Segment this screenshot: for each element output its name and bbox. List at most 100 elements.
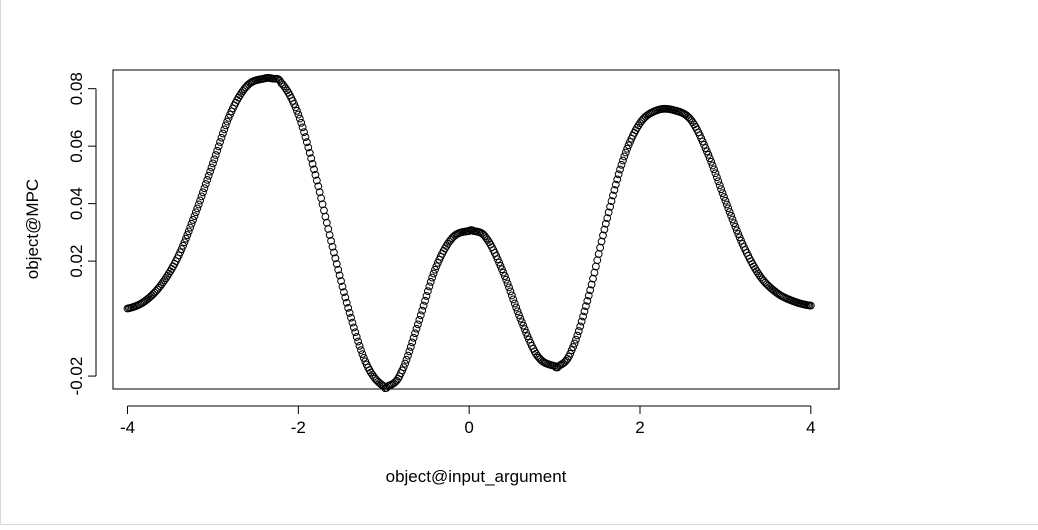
- data-point: [330, 248, 338, 257]
- data-point: [191, 208, 200, 217]
- y-tick-label: -0.02: [67, 357, 86, 396]
- data-point: [499, 268, 508, 277]
- data-point: [237, 89, 246, 97]
- data-point: [203, 176, 212, 184]
- data-point: [500, 272, 509, 280]
- data-point: [423, 287, 432, 296]
- data-point: [535, 353, 543, 362]
- data-point: [617, 160, 626, 169]
- data-point: [634, 121, 643, 130]
- data-point: [519, 321, 528, 330]
- data-point: [297, 118, 306, 127]
- data-point: [418, 306, 427, 315]
- data-point: [206, 167, 214, 176]
- data-point: [334, 265, 343, 274]
- data-point: [291, 103, 300, 112]
- data-point: [610, 186, 619, 194]
- data-point: [562, 356, 570, 365]
- data-point: [320, 206, 328, 215]
- data-point: [582, 302, 590, 311]
- data-point: [190, 212, 199, 221]
- data-point: [683, 111, 691, 120]
- data-point: [351, 328, 360, 337]
- data-point: [522, 328, 531, 337]
- data-point: [293, 106, 301, 115]
- data-point: [357, 346, 365, 355]
- data-point: [300, 128, 308, 137]
- data-point: [576, 322, 585, 331]
- data-point: [201, 180, 210, 188]
- data-point: [431, 265, 439, 274]
- data-point: [721, 196, 730, 205]
- data-point: [732, 226, 741, 235]
- data-point: [754, 269, 763, 278]
- data-point: [505, 283, 513, 292]
- data-point: [425, 282, 434, 291]
- data-point: [731, 222, 740, 231]
- data-point: [181, 234, 190, 243]
- data-point: [725, 208, 734, 216]
- data-point: [184, 227, 193, 236]
- data-point: [720, 193, 728, 201]
- data-point: [577, 317, 586, 326]
- data-point: [411, 329, 419, 338]
- y-axis-label: object@MPC: [23, 179, 42, 279]
- data-point: [345, 308, 354, 317]
- data-point: [197, 192, 206, 201]
- data-point: [295, 114, 304, 123]
- data-point: [502, 275, 511, 284]
- data-point: [338, 282, 347, 291]
- data-point: [727, 211, 735, 220]
- x-axis-label: object@input_argument: [386, 467, 567, 486]
- data-point: [325, 231, 334, 239]
- data-point: [532, 349, 540, 358]
- data-point: [308, 159, 317, 168]
- data-point: [428, 273, 437, 282]
- data-point: [224, 114, 233, 122]
- data-point: [196, 196, 205, 205]
- data-point: [426, 278, 435, 286]
- data-point: [402, 355, 411, 364]
- data-point: [217, 133, 226, 142]
- data-point: [579, 312, 587, 321]
- data-point: [762, 280, 771, 289]
- data-point: [601, 219, 610, 228]
- data-point: [324, 225, 333, 233]
- data-point: [204, 171, 213, 180]
- data-point: [399, 363, 408, 372]
- data-point: [349, 323, 358, 332]
- data-point: [414, 320, 422, 329]
- data-point: [186, 223, 195, 232]
- y-tick-label: 0.04: [67, 187, 86, 220]
- data-point: [146, 292, 155, 301]
- data-point: [342, 298, 351, 307]
- data-point: [305, 148, 314, 157]
- data-point: [302, 138, 311, 147]
- data-point: [512, 303, 521, 312]
- data-point: [569, 343, 577, 351]
- data-point: [312, 176, 321, 185]
- data-point: [707, 157, 716, 166]
- data-point: [147, 291, 156, 300]
- data-point: [510, 299, 519, 308]
- data-point: [405, 347, 414, 356]
- data-point: [600, 225, 609, 234]
- data-point: [219, 129, 227, 138]
- data-points: [123, 74, 815, 393]
- data-point: [332, 260, 341, 268]
- data-point: [503, 279, 512, 288]
- data-point: [599, 231, 607, 240]
- x-tick-label: 0: [464, 418, 473, 437]
- data-point: [355, 341, 364, 350]
- data-point: [728, 215, 737, 224]
- data-point: [340, 288, 348, 296]
- data-point: [359, 353, 368, 362]
- y-tick-label: 0.06: [67, 130, 86, 163]
- data-point: [517, 318, 526, 326]
- data-point: [573, 331, 582, 340]
- data-point: [572, 335, 580, 344]
- data-point: [432, 262, 441, 271]
- data-point: [806, 301, 815, 310]
- data-point: [580, 307, 589, 316]
- data-point: [280, 82, 289, 91]
